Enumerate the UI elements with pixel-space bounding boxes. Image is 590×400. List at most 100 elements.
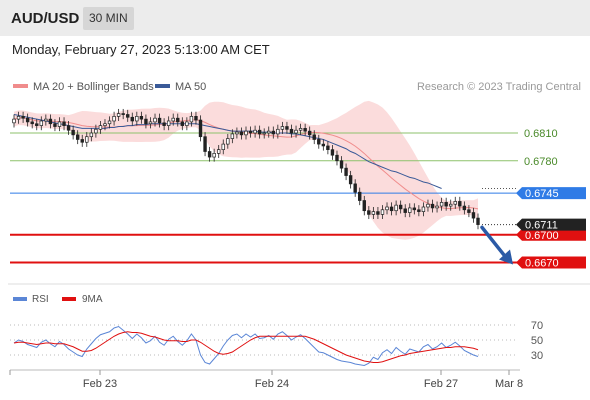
- timeframe-badge[interactable]: 30 MIN: [83, 7, 134, 30]
- rsi-lines: [13, 325, 479, 367]
- candle-body: [16, 115, 21, 120]
- candle-body: [230, 133, 235, 139]
- x-tick-label-Mar-8: Mar 8: [495, 378, 523, 390]
- candle-body: [439, 202, 444, 207]
- candle-body: [176, 117, 180, 123]
- candle-body: [294, 129, 298, 134]
- candle-body: [103, 123, 107, 126]
- candle-body: [426, 203, 430, 208]
- level-label-0.6780: 0.6780: [524, 156, 558, 168]
- candle-body: [244, 130, 248, 136]
- candle-body: [380, 209, 385, 215]
- candle-body: [221, 143, 225, 151]
- header-bar: AUD/USD 30 MIN: [0, 0, 590, 36]
- candle-body: [148, 121, 153, 125]
- candle-body: [235, 131, 239, 135]
- candle-body: [467, 209, 471, 213]
- rsi-ma-legend-label: 9MA: [82, 294, 103, 305]
- candle-body: [207, 151, 212, 158]
- symbol-title: AUD/USD: [11, 10, 80, 27]
- candle-body: [21, 115, 25, 119]
- candle-body: [25, 117, 30, 123]
- candle-body: [71, 129, 75, 136]
- candle-body: [12, 118, 16, 124]
- credit-text: Research © 2023 Trading Central: [417, 81, 581, 93]
- candle-body: [339, 160, 344, 169]
- candle-body: [376, 211, 380, 215]
- candle-body: [267, 130, 271, 134]
- rsi-legend: RSI 9MA: [13, 294, 103, 305]
- candle-body: [298, 128, 303, 131]
- level-tags: 0.6810 0.6780 0.6745 0.6700 0.6670 0.6711: [482, 128, 586, 270]
- candle-body: [321, 143, 326, 147]
- candle-body: [330, 149, 335, 156]
- x-axis-ticks: Feb 23 Feb 24 Feb 27 Mar 8: [9, 370, 523, 390]
- candle-body: [171, 117, 175, 122]
- candle-body: [362, 200, 366, 212]
- candle-body: [408, 207, 412, 213]
- candle-body: [116, 113, 121, 117]
- candle-body: [348, 175, 353, 185]
- candle-body: [98, 125, 103, 130]
- forecast-arrow-shaft: [480, 225, 508, 260]
- candle-body: [326, 145, 330, 150]
- candle-body: [226, 138, 230, 145]
- candle-body: [271, 130, 275, 135]
- candle-body: [285, 126, 289, 130]
- candle-body: [353, 183, 357, 193]
- candle-body: [276, 128, 280, 135]
- candle-body: [53, 123, 57, 127]
- candle-body: [75, 134, 80, 140]
- candle-body: [248, 130, 253, 134]
- candle-body: [121, 113, 125, 115]
- candle-body: [57, 121, 62, 127]
- candle-body: [303, 128, 307, 132]
- candle-body: [85, 136, 89, 143]
- candle-body: [344, 167, 348, 176]
- rsi-tick-70: 70: [531, 320, 543, 332]
- chart-panel: [0, 36, 590, 400]
- candle-body: [194, 115, 198, 121]
- x-tick-label-Feb-24: Feb 24: [255, 378, 289, 390]
- last-price-label: 0.6711: [525, 220, 558, 232]
- level-tag-0.6745: [516, 187, 586, 200]
- candle-body: [44, 118, 48, 122]
- candle-body: [412, 207, 417, 211]
- candle-body: [189, 115, 194, 123]
- ma50-line: [13, 114, 442, 189]
- candle-body: [180, 121, 185, 126]
- candle-body: [394, 204, 398, 212]
- ma50-legend-label: MA 50: [175, 81, 206, 93]
- candle-body: [239, 131, 244, 136]
- candle-body: [367, 210, 371, 215]
- candle-body: [162, 122, 166, 126]
- candle-body: [458, 201, 462, 207]
- level-tag-0.6700: [516, 228, 586, 241]
- level-label-0.6810: 0.6810: [524, 128, 558, 140]
- x-tick-label-Feb-27: Feb 27: [424, 378, 458, 390]
- candle-body: [212, 153, 216, 158]
- candle-body: [476, 217, 480, 225]
- candle-body: [112, 115, 116, 122]
- bollinger-bands: [14, 100, 478, 240]
- rsi-line: [13, 325, 479, 367]
- candle-body: [307, 130, 312, 136]
- ma20-legend-swatch: [13, 84, 28, 88]
- candle-body: [107, 120, 112, 125]
- x-tick-label-Feb-23: Feb 23: [83, 378, 117, 390]
- candle-body: [462, 205, 467, 211]
- candle-body: [444, 202, 448, 207]
- candle-body: [217, 149, 221, 154]
- chart-timestamp: Monday, February 27, 2023 5:13:00 AM CET: [12, 42, 270, 57]
- candle-body: [30, 121, 34, 125]
- candle-body: [135, 115, 139, 122]
- candle-body: [198, 119, 203, 138]
- last-price-tag: [516, 218, 586, 231]
- forecast-arrow-head: [499, 249, 513, 265]
- candle-body: [89, 132, 94, 138]
- ma50-legend-swatch: [155, 84, 170, 88]
- candle-body: [335, 154, 339, 162]
- candle-body: [389, 206, 394, 212]
- ma20-legend-label: MA 20 + Bollinger Bands: [33, 81, 154, 93]
